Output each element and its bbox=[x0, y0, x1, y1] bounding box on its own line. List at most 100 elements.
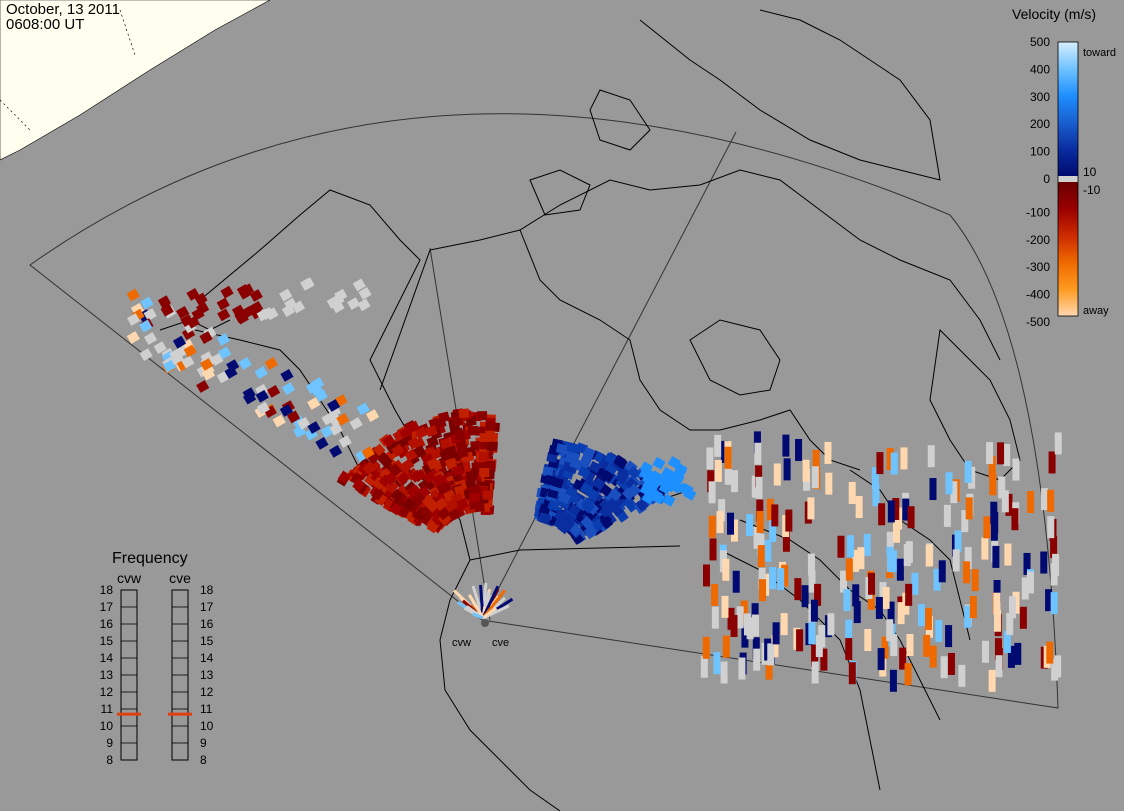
velocity-cell bbox=[311, 377, 325, 390]
colorbar-title: Velocity (m/s) bbox=[1012, 6, 1097, 22]
velocity-cell bbox=[887, 601, 895, 624]
velocity-cell bbox=[172, 335, 187, 349]
velocity-cell bbox=[811, 466, 819, 489]
velocity-cell bbox=[796, 629, 804, 652]
velocity-cell bbox=[965, 497, 973, 520]
velocity-cell bbox=[1023, 552, 1031, 575]
velocity-cell bbox=[385, 441, 400, 455]
velocity-cell bbox=[431, 473, 445, 487]
velocity-cell bbox=[706, 447, 714, 470]
velocity-cell bbox=[938, 560, 946, 583]
velocity-cell bbox=[764, 539, 772, 562]
velocity-cell bbox=[370, 470, 384, 484]
velocity-cell bbox=[950, 481, 958, 504]
velocity-cell bbox=[845, 637, 853, 660]
velocity-cell bbox=[1007, 645, 1015, 668]
velocity-cell bbox=[929, 645, 937, 668]
velocity-cell bbox=[878, 503, 886, 526]
velocity-cell bbox=[455, 440, 468, 452]
velocity-cell bbox=[863, 533, 871, 556]
velocity-cell bbox=[769, 567, 777, 590]
velocity-cell bbox=[882, 586, 890, 609]
velocity-cell bbox=[911, 572, 919, 595]
velocity-cell bbox=[780, 613, 788, 636]
velocity-cell bbox=[647, 489, 661, 503]
velocity-cell bbox=[752, 614, 760, 637]
velocity-cell bbox=[724, 446, 732, 469]
velocity-cells bbox=[126, 277, 1062, 692]
velocity-cell bbox=[961, 510, 969, 533]
velocity-cell bbox=[887, 500, 895, 523]
velocity-cell bbox=[820, 648, 828, 671]
velocity-cell bbox=[242, 391, 257, 405]
velocity-cell bbox=[465, 470, 477, 481]
velocity-cell bbox=[482, 608, 495, 620]
fov-beam-west bbox=[481, 131, 737, 621]
velocity-cell bbox=[261, 307, 275, 320]
velocity-cell bbox=[627, 465, 641, 480]
velocity-cell bbox=[616, 466, 631, 481]
velocity-cell bbox=[366, 450, 381, 465]
velocity-cell bbox=[864, 629, 872, 652]
velocity-cell bbox=[249, 289, 263, 302]
velocity-cell bbox=[186, 315, 200, 329]
velocity-cell bbox=[454, 429, 466, 440]
velocity-cell bbox=[1014, 642, 1022, 665]
velocity-cell bbox=[577, 466, 591, 479]
velocity-cell bbox=[379, 454, 393, 468]
velocity-cell bbox=[753, 648, 761, 671]
velocity-cell bbox=[933, 568, 941, 591]
velocity-cell bbox=[755, 465, 763, 488]
velocity-cell bbox=[200, 358, 214, 371]
velocity-cell bbox=[795, 438, 803, 461]
velocity-cell bbox=[753, 526, 761, 549]
velocity-cell bbox=[428, 417, 441, 430]
velocity-cell bbox=[389, 502, 403, 516]
velocity-cell bbox=[940, 656, 948, 679]
velocity-cell bbox=[567, 503, 582, 517]
velocity-cell bbox=[994, 638, 1002, 661]
velocity-cell bbox=[947, 652, 955, 675]
velocity-cell bbox=[964, 460, 972, 483]
velocity-cell bbox=[964, 605, 972, 628]
velocity-cell bbox=[357, 298, 371, 312]
velocity-cell bbox=[714, 459, 722, 482]
velocity-cell bbox=[407, 436, 421, 450]
velocity-cell bbox=[741, 625, 749, 648]
velocity-cell bbox=[700, 655, 708, 678]
velocity-cell bbox=[811, 661, 819, 684]
velocity-cell bbox=[964, 547, 972, 570]
velocity-cell bbox=[598, 498, 613, 512]
velocity-cell bbox=[995, 655, 1003, 678]
velocity-cell bbox=[374, 492, 388, 507]
velocity-cell bbox=[160, 303, 174, 317]
velocity-cell bbox=[756, 499, 764, 522]
velocity-cell bbox=[249, 300, 264, 314]
velocity-cell bbox=[478, 452, 489, 462]
velocity-cell bbox=[614, 456, 628, 470]
velocity-cell bbox=[591, 518, 605, 532]
velocity-cell bbox=[583, 525, 597, 540]
velocity-cell bbox=[877, 648, 885, 671]
velocity-cell bbox=[1041, 488, 1049, 511]
velocity-cell bbox=[902, 498, 910, 521]
frequency-title: Frequency bbox=[112, 550, 188, 567]
velocity-cell bbox=[892, 498, 900, 521]
velocity-cell bbox=[218, 346, 232, 360]
velocity-cell bbox=[989, 473, 997, 496]
velocity-cell bbox=[720, 661, 728, 684]
velocity-cell bbox=[718, 499, 726, 522]
velocity-cell bbox=[993, 592, 1001, 615]
velocity-cell bbox=[997, 442, 1005, 465]
velocity-cell bbox=[736, 606, 744, 629]
velocity-cell bbox=[890, 452, 898, 475]
velocity-cell bbox=[639, 461, 654, 475]
velocity-cell bbox=[759, 579, 767, 602]
velocity-cell bbox=[853, 601, 861, 624]
velocity-cell bbox=[958, 664, 966, 687]
velocity-cell bbox=[730, 519, 738, 542]
velocity-cell bbox=[642, 472, 656, 486]
velocity-cell bbox=[194, 292, 208, 306]
velocity-cell bbox=[444, 457, 458, 470]
velocity-cell bbox=[721, 595, 729, 618]
